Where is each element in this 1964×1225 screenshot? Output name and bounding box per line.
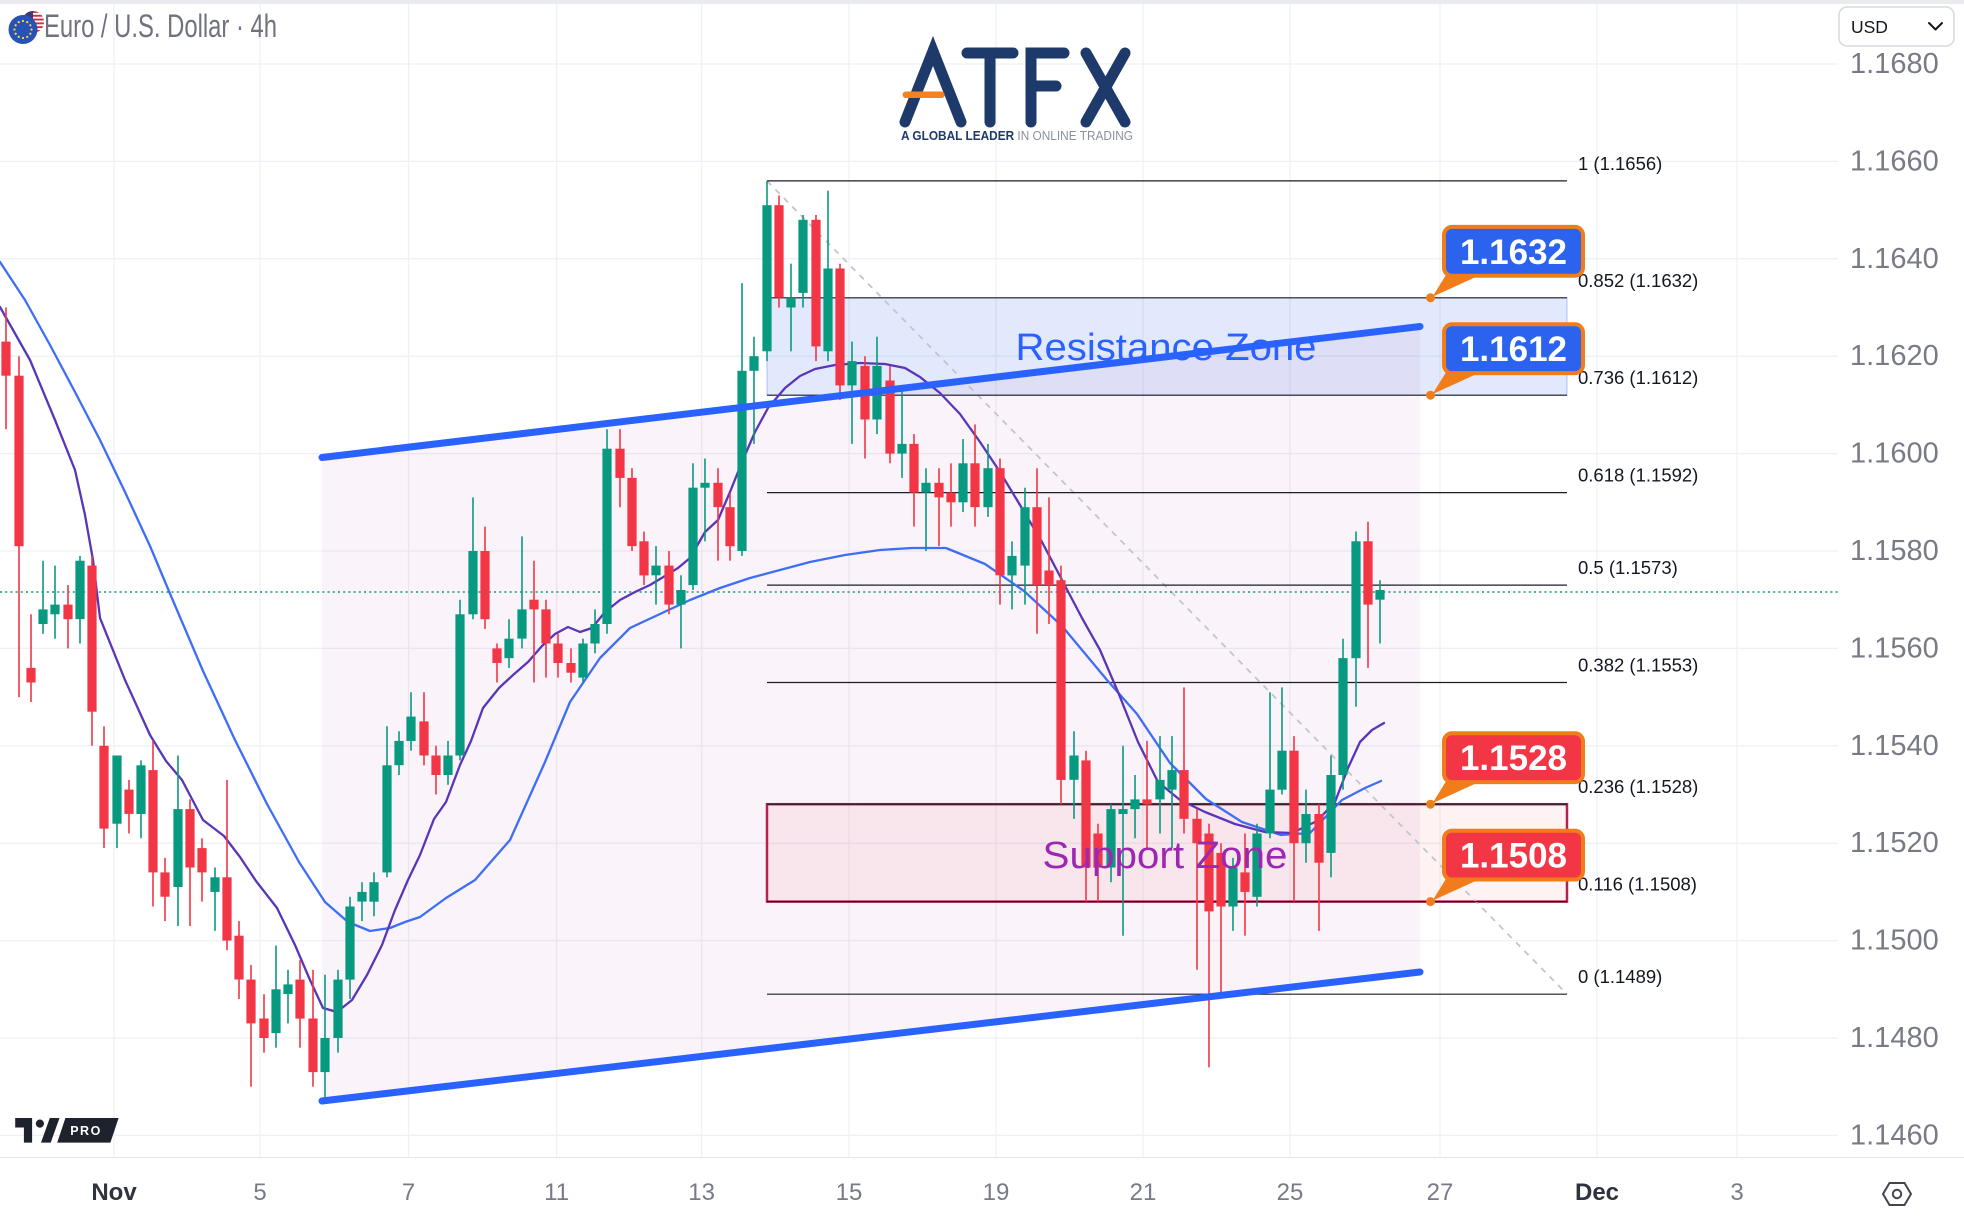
svg-text:0.852 (1.1632): 0.852 (1.1632): [1578, 270, 1698, 291]
svg-text:0.116 (1.1508): 0.116 (1.1508): [1578, 874, 1697, 895]
svg-text:1.1612: 1.1612: [1460, 330, 1567, 369]
svg-text:19: 19: [983, 1179, 1010, 1206]
svg-text:Dec: Dec: [1575, 1179, 1619, 1206]
svg-text:1.1632: 1.1632: [1460, 233, 1567, 272]
svg-text:1.1560: 1.1560: [1850, 632, 1939, 664]
svg-text:1.1540: 1.1540: [1850, 730, 1939, 762]
svg-text:A GLOBAL LEADER IN ONLINE TRAD: A GLOBAL LEADER IN ONLINE TRADING: [901, 129, 1133, 143]
svg-text:Support Zone: Support Zone: [1043, 835, 1288, 877]
svg-text:PRO: PRO: [70, 1124, 102, 1138]
svg-text:0 (1.1489): 0 (1.1489): [1578, 966, 1662, 987]
svg-text:1.1528: 1.1528: [1460, 739, 1567, 778]
svg-text:1.1620: 1.1620: [1850, 340, 1939, 372]
svg-text:1.1600: 1.1600: [1850, 438, 1939, 470]
svg-text:1.1500: 1.1500: [1850, 925, 1939, 957]
svg-text:27: 27: [1427, 1179, 1454, 1206]
svg-text:7: 7: [402, 1179, 415, 1206]
svg-text:3: 3: [1730, 1179, 1743, 1206]
svg-text:0.736 (1.1612): 0.736 (1.1612): [1578, 367, 1698, 388]
svg-text:15: 15: [836, 1179, 863, 1206]
svg-text:0.236 (1.1528): 0.236 (1.1528): [1578, 776, 1698, 797]
svg-text:1.1660: 1.1660: [1850, 145, 1939, 177]
svg-text:1.1508: 1.1508: [1460, 837, 1567, 876]
svg-text:11: 11: [544, 1179, 569, 1206]
svg-text:1 (1.1656): 1 (1.1656): [1578, 153, 1662, 174]
svg-text:13: 13: [688, 1179, 715, 1206]
svg-text:1.1640: 1.1640: [1850, 243, 1939, 275]
svg-text:1.1460: 1.1460: [1850, 1119, 1939, 1151]
svg-text:0.618 (1.1592): 0.618 (1.1592): [1578, 465, 1698, 486]
svg-text:1.1580: 1.1580: [1850, 535, 1939, 567]
svg-text:1.1480: 1.1480: [1850, 1022, 1939, 1054]
svg-text:Nov: Nov: [91, 1179, 137, 1206]
svg-text:Resistance Zone: Resistance Zone: [1016, 327, 1317, 369]
svg-text:25: 25: [1277, 1179, 1304, 1206]
svg-text:0.5 (1.1573): 0.5 (1.1573): [1578, 557, 1678, 578]
svg-text:USD: USD: [1851, 17, 1888, 37]
svg-text:21: 21: [1130, 1179, 1157, 1206]
svg-text:1.1520: 1.1520: [1850, 827, 1939, 859]
svg-text:0.382 (1.1553): 0.382 (1.1553): [1578, 655, 1698, 676]
svg-text:1.1680: 1.1680: [1850, 48, 1939, 80]
svg-text:5: 5: [253, 1179, 266, 1206]
svg-text:Euro / U.S. Dollar · 4h: Euro / U.S. Dollar · 4h: [44, 8, 277, 44]
